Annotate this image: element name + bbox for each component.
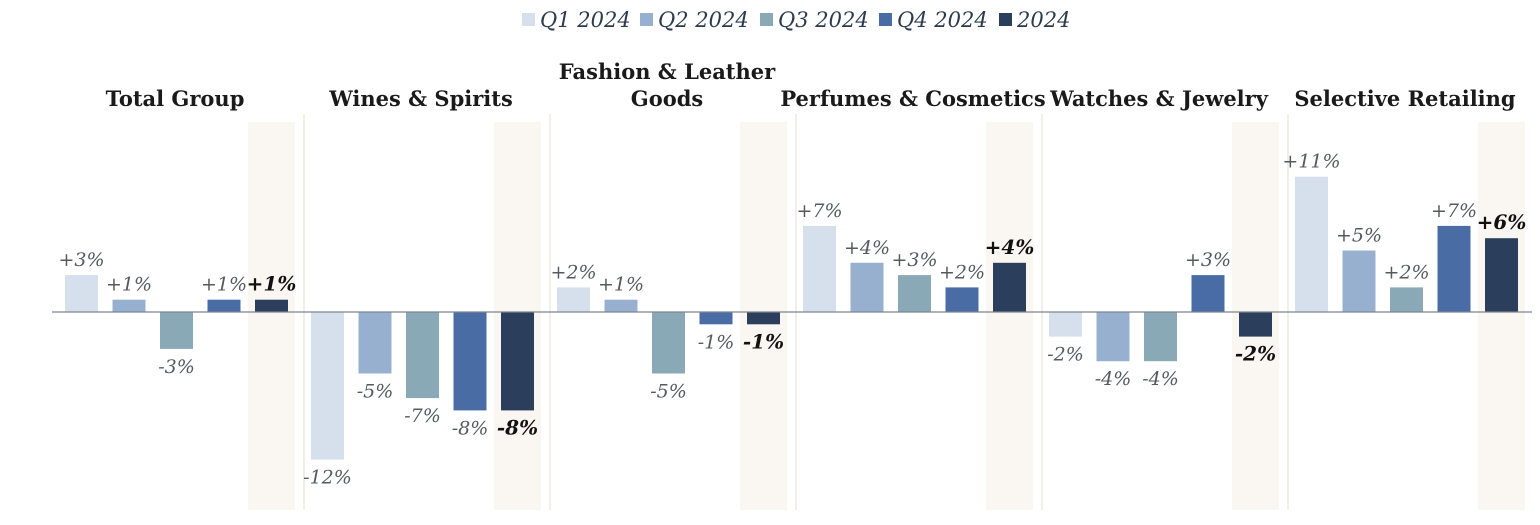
data-label-selective-retailing-q2-2024: +5% — [1336, 225, 1382, 247]
bar-selective-retailing-2024 — [1485, 238, 1518, 312]
bar-total-group-2024 — [255, 299, 288, 312]
highlight-bg-perfumes-and-cosmetics — [986, 122, 1033, 510]
data-label-total-group-q4-2024: +1% — [201, 274, 247, 296]
legend: Q1 2024 Q2 2024 Q3 2024 Q4 2024 2024 — [522, 8, 1070, 32]
data-label-fashion-and-leather-goods-q3-2024: -5% — [650, 381, 687, 403]
bar-fashion-and-leather-goods-q2-2024 — [604, 299, 638, 312]
bar-watches-and-jewelry-q2-2024 — [1096, 312, 1130, 362]
bar-watches-and-jewelry-q1-2024 — [1049, 312, 1082, 337]
panel-title-selective-retailing: Selective Retailing — [1294, 86, 1516, 111]
data-label-perfumes-and-cosmetics-q4-2024: +2% — [939, 261, 985, 283]
legend-label-q4-2024: Q4 2024 — [897, 8, 988, 32]
bar-perfumes-and-cosmetics-q3-2024 — [898, 275, 931, 312]
bar-fashion-and-leather-goods-q1-2024 — [557, 287, 590, 312]
bars — [65, 176, 1518, 460]
data-label-selective-retailing-q1-2024: +11% — [1282, 151, 1340, 173]
bar-watches-and-jewelry-q4-2024 — [1191, 275, 1225, 312]
panel-title-watches-and-jewelry: Watches & Jewelry — [1049, 86, 1269, 111]
legend-label-2024: 2024 — [1016, 8, 1070, 32]
panel-titles: Total Group Wines & Spirits Fashion & Leat… — [106, 59, 1516, 111]
legend-label-q1-2024: Q1 2024 — [540, 8, 631, 32]
data-label-wines-and-spirits-q3-2024: -7% — [404, 405, 441, 427]
data-label-perfumes-and-cosmetics-q3-2024: +3% — [891, 249, 937, 271]
data-label-fashion-and-leather-goods-q1-2024: +2% — [550, 261, 596, 283]
bar-wines-and-spirits-2024 — [501, 312, 534, 411]
bar-selective-retailing-q1-2024 — [1295, 176, 1328, 312]
panel-title-fashion-and-leather-goods-line-1: Fashion & Leather — [559, 59, 776, 84]
bar-total-group-q3-2024 — [160, 312, 193, 349]
bar-watches-and-jewelry-2024 — [1239, 312, 1272, 337]
bar-fashion-and-leather-goods-q3-2024 — [652, 312, 685, 374]
highlight-bg-total-group — [248, 122, 295, 510]
bar-total-group-q4-2024 — [207, 299, 241, 312]
legend-label-q3-2024: Q3 2024 — [778, 8, 869, 32]
data-label-watches-and-jewelry-q2-2024: -4% — [1095, 368, 1132, 390]
panel-title-fashion-and-leather-goods-line-2: Goods — [631, 86, 703, 111]
data-label-total-group-2024: +1% — [247, 272, 297, 296]
bar-wines-and-spirits-q2-2024 — [358, 312, 392, 374]
data-label-watches-and-jewelry-q4-2024: +3% — [1185, 249, 1231, 271]
bar-selective-retailing-q3-2024 — [1390, 287, 1423, 312]
data-label-perfumes-and-cosmetics-2024: +4% — [985, 235, 1035, 259]
bar-selective-retailing-q4-2024 — [1437, 225, 1471, 312]
panel-title-perfumes-and-cosmetics: Perfumes & Cosmetics — [780, 86, 1045, 111]
bar-perfumes-and-cosmetics-q4-2024 — [945, 287, 979, 312]
bar-perfumes-and-cosmetics-q2-2024 — [850, 262, 884, 312]
bar-fashion-and-leather-goods-2024 — [747, 312, 780, 325]
data-label-wines-and-spirits-q4-2024: -8% — [452, 417, 489, 439]
bar-total-group-q1-2024 — [65, 275, 98, 312]
data-label-selective-retailing-q4-2024: +7% — [1431, 200, 1477, 222]
highlight-bg-selective-retailing — [1478, 122, 1525, 510]
bar-fashion-and-leather-goods-q4-2024 — [699, 312, 733, 325]
data-label-selective-retailing-q3-2024: +2% — [1383, 261, 1429, 283]
legend-swatch-2024 — [999, 13, 1012, 26]
bar-selective-retailing-q2-2024 — [1342, 250, 1376, 312]
data-labels: +3%+1%-3%+1% +1%-12%-5%-7%-8% -8%+2%+1%-5%… — [58, 151, 1526, 489]
bar-wines-and-spirits-q1-2024 — [311, 312, 344, 460]
panel-title-total-group: Total Group — [106, 86, 245, 111]
highlight-backgrounds — [248, 122, 1525, 510]
data-label-wines-and-spirits-q2-2024: -5% — [357, 381, 394, 403]
bar-wines-and-spirits-q4-2024 — [453, 312, 487, 411]
data-label-fashion-and-leather-goods-q2-2024: +1% — [598, 274, 644, 296]
data-label-watches-and-jewelry-q1-2024: -2% — [1047, 344, 1084, 366]
bar-total-group-q2-2024 — [112, 299, 146, 312]
bar-watches-and-jewelry-q3-2024 — [1144, 312, 1177, 362]
data-label-total-group-q1-2024: +3% — [58, 249, 104, 271]
panel-title-wines-and-spirits: Wines & Spirits — [328, 86, 513, 111]
data-label-perfumes-and-cosmetics-q1-2024: +7% — [796, 200, 842, 222]
data-label-fashion-and-leather-goods-q4-2024: -1% — [698, 331, 735, 353]
bar-wines-and-spirits-q3-2024 — [406, 312, 439, 399]
legend-swatch-q2-2024 — [640, 13, 653, 26]
bar-perfumes-and-cosmetics-2024 — [993, 262, 1026, 312]
data-label-wines-and-spirits-q1-2024: -12% — [303, 467, 352, 489]
legend-label-q2-2024: Q2 2024 — [658, 8, 749, 32]
data-label-total-group-q3-2024: -3% — [158, 356, 195, 378]
legend-swatch-q3-2024 — [760, 13, 773, 26]
data-label-total-group-q2-2024: +1% — [106, 274, 152, 296]
legend-swatch-q4-2024 — [879, 13, 892, 26]
legend-swatch-q1-2024 — [522, 13, 535, 26]
data-label-selective-retailing-2024: +6% — [1477, 210, 1527, 234]
data-label-watches-and-jewelry-q3-2024: -4% — [1142, 368, 1179, 390]
data-label-fashion-and-leather-goods-2024: -1% — [743, 329, 784, 353]
data-label-perfumes-and-cosmetics-q2-2024: +4% — [844, 237, 890, 259]
bar-perfumes-and-cosmetics-q1-2024 — [803, 225, 836, 312]
data-label-wines-and-spirits-2024: -8% — [497, 415, 538, 439]
data-label-watches-and-jewelry-2024: -2% — [1235, 342, 1276, 366]
